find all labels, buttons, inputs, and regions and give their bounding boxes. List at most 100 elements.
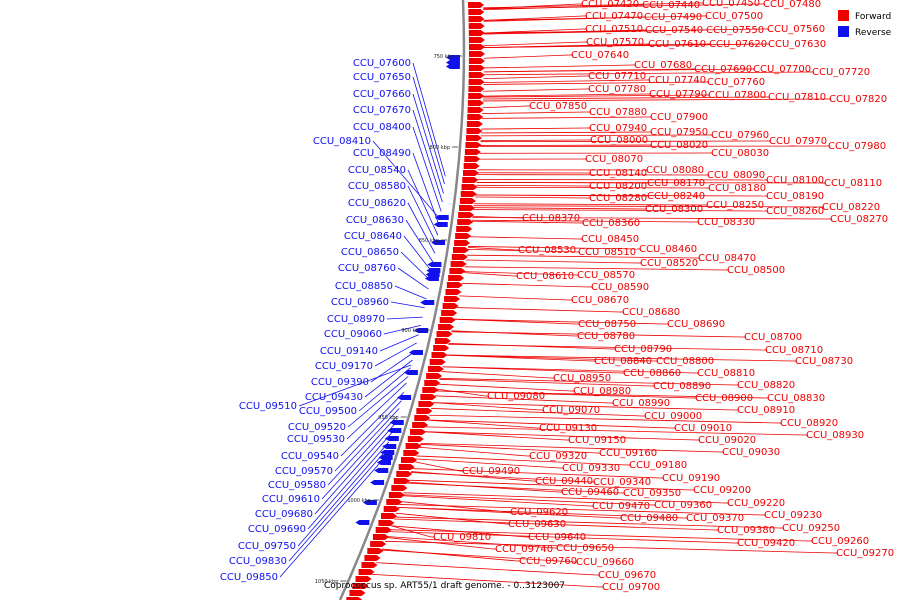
gene-label-ccu-07780: CCU_07780 — [588, 84, 646, 95]
leader-line-ccu-07470 — [483, 15, 584, 21]
forward-gene-arrow — [414, 415, 431, 421]
gene-label-ccu-09320: CCU_09320 — [529, 451, 587, 462]
gene-label-ccu-08260: CCU_08260 — [766, 206, 824, 217]
leader-line-ccu-08200 — [476, 184, 588, 187]
gene-label-ccu-07560: CCU_07560 — [767, 24, 825, 35]
leader-line-ccu-08910 — [432, 402, 736, 411]
leader-line-ccu-07950 — [481, 131, 649, 134]
gene-label-ccu-08670: CCU_08670 — [571, 295, 629, 306]
leader-line-ccu-08220 — [473, 205, 821, 208]
forward-gene-arrow — [450, 261, 467, 267]
forward-gene-arrow — [468, 79, 485, 85]
forward-gene-arrow — [466, 128, 483, 134]
leader-line-ccu-08760 — [397, 267, 429, 290]
leader-line-ccu-08680 — [456, 307, 621, 313]
forward-gene-arrow — [456, 226, 473, 232]
leader-line-ccu-08630 — [405, 219, 434, 263]
reverse-gene-arrow — [397, 395, 412, 400]
forward-gene-arrow — [468, 72, 485, 78]
leader-line-ccu-07900 — [482, 116, 649, 119]
gene-label-ccu-09610: CCU_09610 — [262, 494, 320, 505]
gene-label-ccu-08030: CCU_08030 — [711, 148, 769, 159]
leader-line-ccu-07630 — [483, 43, 767, 48]
gene-label-ccu-09370: CCU_09370 — [686, 513, 744, 524]
leader-line-ccu-09480 — [398, 506, 619, 519]
forward-gene-arrow — [439, 317, 456, 323]
gene-label-ccu-08850: CCU_08850 — [335, 281, 393, 292]
gene-label-ccu-07680: CCU_07680 — [634, 60, 692, 71]
leader-line-ccu-09760 — [381, 548, 518, 562]
leader-line-ccu-07670 — [412, 109, 443, 203]
leader-line-ccu-07640 — [483, 54, 570, 59]
gene-label-ccu-07650: CCU_07650 — [353, 72, 411, 83]
gene-label-ccu-08170: CCU_08170 — [647, 178, 705, 189]
gene-label-ccu-08200: CCU_08200 — [589, 181, 647, 192]
gene-label-ccu-07550: CCU_07550 — [706, 25, 764, 36]
gene-label-ccu-09540: CCU_09540 — [281, 451, 339, 462]
leader-line-ccu-08460 — [468, 246, 638, 250]
forward-gene-arrow — [403, 450, 420, 456]
reverse-labels: CCU_07600 CCU_07650 CCU_07660 CCU_07670 CCU_… — [220, 58, 411, 583]
reverse-gene-arrow — [370, 480, 385, 485]
leader-line-ccu-08820 — [439, 377, 736, 386]
reverse-gene-arrow — [445, 60, 460, 65]
gene-label-ccu-08020: CCU_08020 — [650, 140, 708, 151]
forward-gene-arrow — [452, 247, 469, 253]
forward-gene-arrow — [386, 499, 403, 505]
forward-gene-arrow — [418, 401, 435, 407]
forward-gene-arrow — [416, 408, 433, 414]
gene-label-ccu-09760: CCU_09760 — [519, 556, 577, 567]
forward-gene-arrow — [462, 177, 479, 183]
leader-line-ccu-09630 — [395, 512, 507, 525]
gene-label-ccu-07960: CCU_07960 — [711, 130, 769, 141]
forward-gene-arrow — [466, 121, 483, 127]
gene-label-ccu-09740: CCU_09740 — [495, 544, 553, 555]
gene-label-ccu-07610: CCU_07610 — [648, 39, 706, 50]
gene-label-ccu-09490: CCU_09490 — [462, 466, 520, 477]
gene-label-ccu-09460: CCU_09460 — [561, 487, 619, 498]
reverse-gene-arrow — [389, 420, 404, 425]
reverse-gene-arrow — [382, 444, 397, 449]
forward-gene-arrow — [355, 576, 372, 582]
gene-label-ccu-07510: CCU_07510 — [585, 24, 643, 35]
gene-label-ccu-08760: CCU_08760 — [338, 263, 396, 274]
reverse-gene-arrow — [378, 455, 393, 460]
forward-gene-arrow — [346, 597, 363, 600]
forward-gene-arrow — [372, 534, 389, 540]
forward-gene-arrow — [459, 198, 476, 204]
forward-gene-arrow — [468, 16, 485, 22]
gene-label-ccu-08000: CCU_08000 — [590, 135, 648, 146]
gene-label-ccu-08970: CCU_08970 — [327, 314, 385, 325]
gene-label-ccu-09530: CCU_09530 — [287, 434, 345, 445]
leader-line-ccu-08990 — [434, 395, 611, 404]
leader-line-ccu-09330 — [415, 458, 561, 469]
leader-line-ccu-08270 — [472, 216, 829, 220]
leader-line-ccu-08620 — [407, 202, 436, 254]
forward-leader-lines — [371, 2, 838, 588]
legend-swatch-forward — [838, 10, 849, 21]
leader-line-ccu-09470 — [402, 495, 591, 507]
leader-line-ccu-09520 — [347, 376, 409, 428]
leader-line-ccu-07510 — [483, 28, 584, 34]
forward-gene-arrow — [349, 590, 366, 596]
gene-label-ccu-08100: CCU_08100 — [766, 175, 824, 186]
leader-line-ccu-08690 — [454, 318, 666, 325]
forward-gene-arrow — [407, 436, 424, 442]
gene-label-ccu-07810: CCU_07810 — [768, 92, 826, 103]
gene-label-ccu-08980: CCU_08980 — [573, 386, 631, 397]
leader-line-ccu-07790 — [483, 93, 648, 97]
gene-label-ccu-09180: CCU_09180 — [629, 460, 687, 471]
leader-line-ccu-08850 — [394, 285, 427, 300]
gene-label-ccu-08470: CCU_08470 — [698, 253, 756, 264]
leader-line-ccu-09010 — [427, 419, 673, 429]
gene-label-ccu-09810: CCU_09810 — [433, 532, 491, 543]
leader-line-ccu-07940 — [481, 127, 588, 130]
gene-label-ccu-09150: CCU_09150 — [568, 435, 626, 446]
forward-gene-arrow — [468, 23, 485, 29]
leader-line-ccu-09150 — [424, 431, 567, 441]
leader-line-ccu-07450 — [483, 2, 701, 9]
leader-line-ccu-08590 — [461, 282, 590, 288]
leader-line-ccu-07560 — [483, 28, 766, 34]
gene-label-ccu-09510: CCU_09510 — [239, 401, 297, 412]
gene-label-ccu-08330: CCU_08330 — [697, 217, 755, 228]
